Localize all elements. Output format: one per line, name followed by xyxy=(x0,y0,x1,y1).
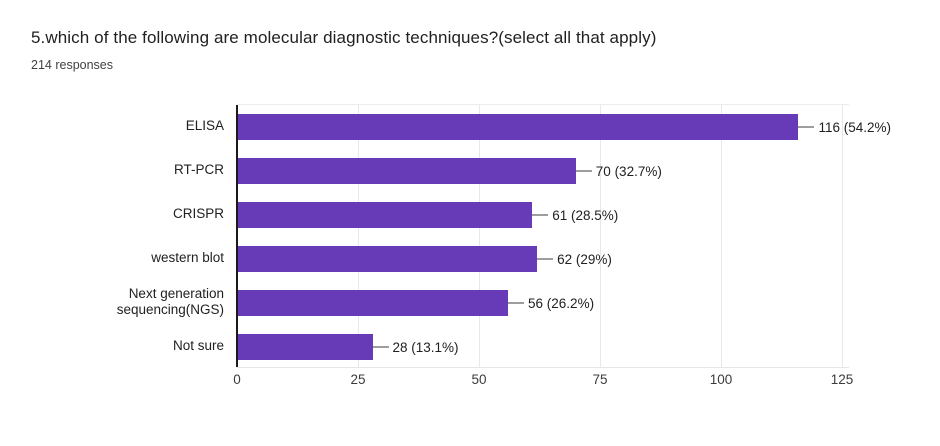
value-label: 116 (54.2%) xyxy=(818,119,891,135)
leader-line xyxy=(532,214,549,216)
x-axis-tick-label: 100 xyxy=(709,372,733,387)
x-axis-tick-label: 25 xyxy=(350,372,366,387)
question-title: 5.which of the following are molecular d… xyxy=(31,28,657,47)
category-label: RT-PCR xyxy=(173,162,224,177)
bar xyxy=(237,290,509,316)
category-label: Not sure xyxy=(172,338,224,353)
bar xyxy=(237,334,373,360)
bar xyxy=(237,114,799,140)
value-label: 28 (13.1%) xyxy=(392,339,459,355)
bar-row: 116 (54.2%) xyxy=(237,105,891,149)
x-axis-tick-label: 125 xyxy=(830,372,854,387)
x-axis-tick-label: 0 xyxy=(233,372,241,387)
leader-line xyxy=(798,126,815,128)
bar-row: 28 (13.1%) xyxy=(237,325,459,369)
category-slot: CRISPR xyxy=(0,192,231,236)
gridline xyxy=(842,105,843,367)
category-slot: Next generation sequencing(NGS) xyxy=(0,280,231,324)
category-label: CRISPR xyxy=(172,206,224,221)
value-label: 56 (26.2%) xyxy=(528,295,595,311)
x-axis-tick-label: 50 xyxy=(471,372,487,387)
leader-line xyxy=(508,302,525,304)
plot-area: 116 (54.2%) 70 (32.7%) 61 (28.5%) 62 (29%) 5… xyxy=(236,104,891,369)
bar-row: 61 (28.5%) xyxy=(237,193,618,237)
response-count: 214 responses xyxy=(31,58,114,72)
category-axis: ELISA RT-PCR CRISPR western blot Next genera… xyxy=(0,104,231,368)
bar-row: 62 (29%) xyxy=(237,237,612,281)
category-slot: ELISA xyxy=(0,104,231,148)
gridline xyxy=(358,105,359,367)
bar xyxy=(237,246,538,272)
gridline xyxy=(721,105,722,367)
gridline xyxy=(479,105,480,367)
gridline xyxy=(600,105,601,367)
value-label: 62 (29%) xyxy=(557,251,612,267)
leader-line xyxy=(575,170,592,172)
value-label: 61 (28.5%) xyxy=(552,207,619,223)
bar xyxy=(237,202,533,228)
leader-line xyxy=(372,346,389,348)
category-slot: RT-PCR xyxy=(0,148,231,192)
x-axis-tick-label: 75 xyxy=(592,372,608,387)
category-slot: Not sure xyxy=(0,324,231,368)
category-label: western blot xyxy=(151,250,224,265)
value-label: 70 (32.7%) xyxy=(595,163,662,179)
y-axis-baseline xyxy=(236,105,238,367)
bar-row: 70 (32.7%) xyxy=(237,149,662,193)
category-slot: western blot xyxy=(0,236,231,280)
bar xyxy=(237,158,576,184)
category-label: ELISA xyxy=(185,118,224,133)
category-label: Next generation sequencing(NGS) xyxy=(116,286,224,317)
leader-line xyxy=(537,258,554,260)
x-axis: 0 25 50 75 100 125 xyxy=(0,372,940,392)
bar-row: 56 (26.2%) xyxy=(237,281,594,325)
